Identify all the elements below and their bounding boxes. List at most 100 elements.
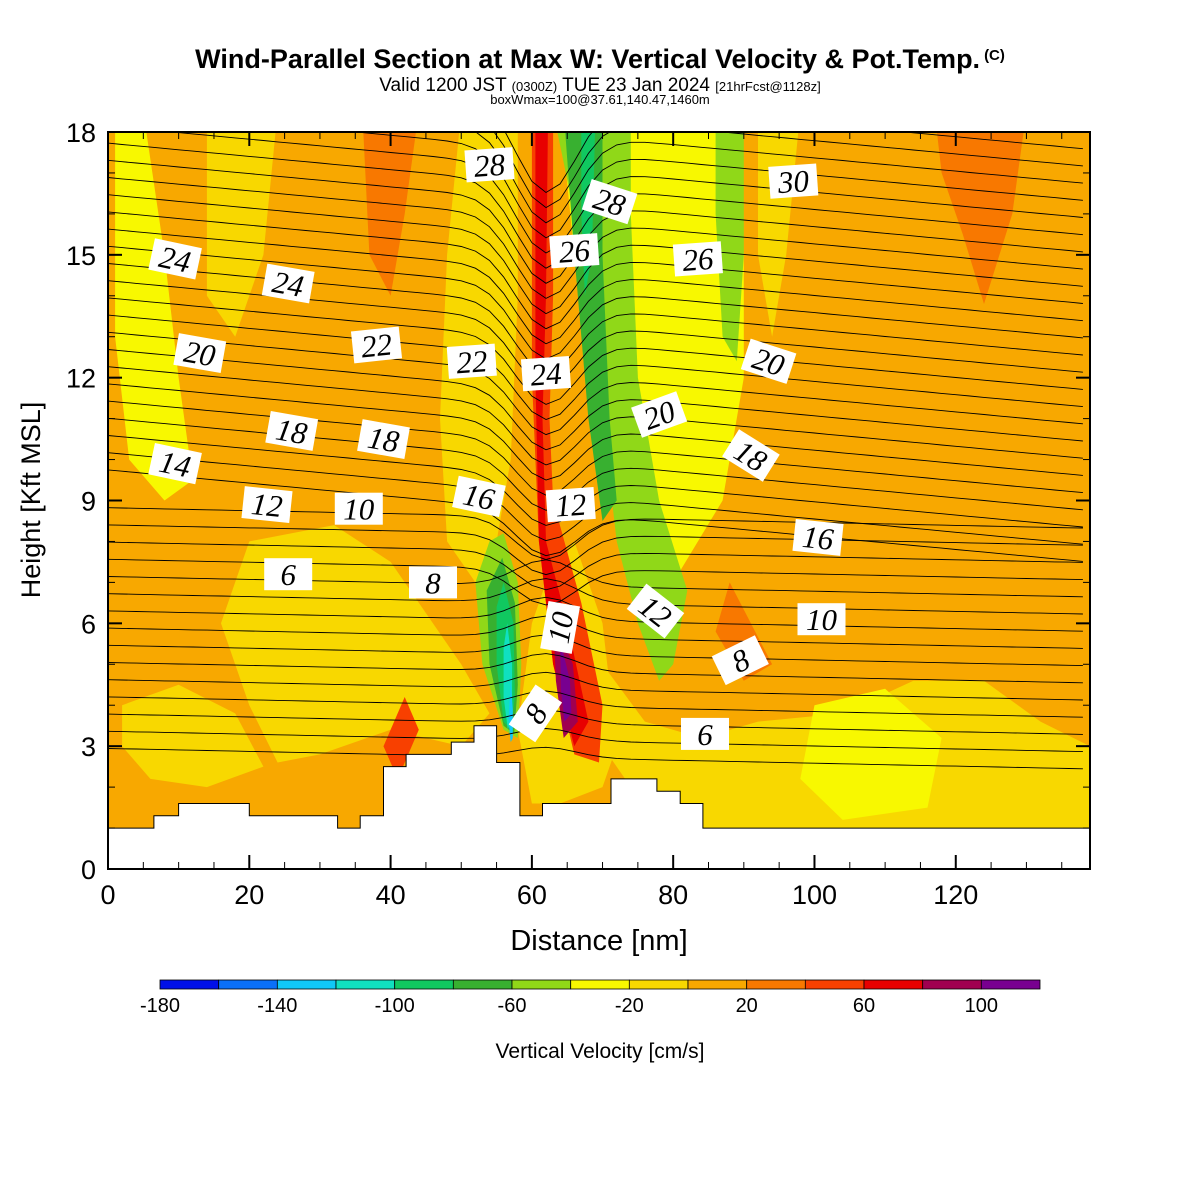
contour-label-text: 6 xyxy=(280,557,296,592)
theta-contour-line xyxy=(108,524,1083,576)
theta-contour-line xyxy=(475,132,1083,224)
colorbar-swatch xyxy=(394,979,454,990)
colorbar: -180 -140 -100 -60 -20 20 60 100 xyxy=(140,979,1041,1017)
contour-label-text: 20 xyxy=(181,334,218,374)
x-tick-label: 20 xyxy=(234,880,264,910)
contour-label-text: 24 xyxy=(529,356,562,393)
field-region xyxy=(508,680,513,743)
theta-contour-line xyxy=(108,331,1083,436)
colorbar-swatch xyxy=(863,979,924,990)
contour-label: 20 xyxy=(173,333,227,374)
contour-label: 8 xyxy=(508,684,563,743)
contour-label-text: 24 xyxy=(270,264,307,304)
contour-label-text: 14 xyxy=(156,444,194,485)
contour-label: 12 xyxy=(545,487,596,524)
theta-contour-line xyxy=(108,671,1083,701)
contour-label: 22 xyxy=(446,343,497,380)
theta-contour-line xyxy=(108,728,1083,753)
colorbar-swatch xyxy=(570,979,630,990)
contour-label-text: 16 xyxy=(801,519,836,557)
y-tick-label: 15 xyxy=(66,241,96,271)
theta-contour-line xyxy=(108,211,1083,330)
contour-label: 24 xyxy=(148,238,202,280)
theta-contour-line xyxy=(108,541,1083,591)
theta-contour-line xyxy=(108,314,1083,420)
theta-contour-line xyxy=(108,349,1083,451)
contour-label: 28 xyxy=(581,178,638,225)
contour-label: 28 xyxy=(464,147,515,184)
contour-label: 6 xyxy=(264,557,313,592)
field-region xyxy=(206,132,276,337)
contour-label: 24 xyxy=(261,263,315,304)
x-tick-label: 120 xyxy=(933,880,978,910)
x-tick-label: 40 xyxy=(376,880,406,910)
contour-label: 10 xyxy=(540,600,581,654)
colorbar-swatch xyxy=(218,979,278,990)
y-tick-label: 18 xyxy=(66,118,96,148)
y-tick-label: 12 xyxy=(66,364,96,394)
theta-contour-line xyxy=(108,159,1083,284)
terrain-mask xyxy=(107,725,1091,870)
contour-label: 12 xyxy=(241,486,293,524)
theta-contour-line xyxy=(108,245,1083,360)
field-region xyxy=(535,132,589,747)
field-region xyxy=(115,132,193,501)
y-tick-label: 9 xyxy=(81,487,96,517)
contour-label-text: 10 xyxy=(806,602,838,637)
contour-label: 16 xyxy=(792,519,844,557)
contour-label: 14 xyxy=(148,442,202,485)
contour-label: 18 xyxy=(357,419,410,460)
x-tick-label: 80 xyxy=(658,880,688,910)
colorbar-tick-label: -20 xyxy=(615,995,644,1017)
theta-contour-line xyxy=(108,469,1083,562)
field-region xyxy=(800,688,942,820)
contour-label-text: 30 xyxy=(776,163,811,200)
colorbar-tick-label: -100 xyxy=(375,995,415,1017)
contour-label-text: 26 xyxy=(558,233,592,270)
theta-contour-line xyxy=(108,578,1083,615)
colorbar-swatch xyxy=(511,979,572,990)
field-region xyxy=(363,132,416,296)
colorbar-label: Vertical Velocity [cm/s] xyxy=(496,1040,705,1063)
colorbar-tick-label: 20 xyxy=(736,995,758,1017)
contour-label: 10 xyxy=(797,602,846,637)
contour-label-text: 28 xyxy=(473,147,507,184)
theta-contour-line xyxy=(493,132,1083,209)
colorbar-swatch xyxy=(452,979,513,990)
y-axis-label: Height [Kft MSL] xyxy=(16,402,46,599)
theta-contour-line xyxy=(108,615,1083,649)
contour-label-text: 18 xyxy=(365,420,402,460)
theta-contour-line xyxy=(350,132,1083,239)
chart-title: Wind-Parallel Section at Max W: Vertical… xyxy=(195,44,1005,74)
theta-contour-line xyxy=(108,435,1083,528)
colorbar-swatch xyxy=(804,979,865,990)
contour-label: 30 xyxy=(768,163,819,200)
contour-label: 20 xyxy=(631,391,688,438)
contour-label-text: 24 xyxy=(156,239,194,280)
contour-label-text: 16 xyxy=(460,477,498,518)
contour-label-text: 22 xyxy=(359,326,393,364)
contour-label: 22 xyxy=(350,326,403,364)
colorbar-tick-label: 100 xyxy=(965,995,998,1017)
valid-time-line: Valid 1200 JST (0300Z) TUE 23 Jan 2024 [… xyxy=(379,75,821,96)
contour-label-text: 8 xyxy=(425,565,441,600)
theta-contour-line xyxy=(108,228,1083,345)
contour-label-text: 10 xyxy=(343,492,375,527)
contour-label-text: 18 xyxy=(273,411,310,451)
contour-label: 10 xyxy=(334,492,383,527)
colorbar-tick-label: -140 xyxy=(257,995,297,1017)
contour-label-text: 12 xyxy=(554,487,587,524)
axes: 0 20 40 60 80 100 120 0 3 6 9 12 15 18 xyxy=(66,118,1090,910)
y-tick-label: 0 xyxy=(81,855,96,885)
colorbar-swatch xyxy=(276,979,337,990)
contour-label: 26 xyxy=(549,233,600,270)
theta-contour-line xyxy=(108,653,1083,684)
theta-contour-line xyxy=(108,709,1083,735)
y-tick-label: 6 xyxy=(81,609,96,639)
contour-label: 8 xyxy=(409,565,457,600)
theta-contour-line xyxy=(108,596,1083,632)
x-tick-label: 100 xyxy=(792,880,837,910)
field-region xyxy=(565,132,617,521)
